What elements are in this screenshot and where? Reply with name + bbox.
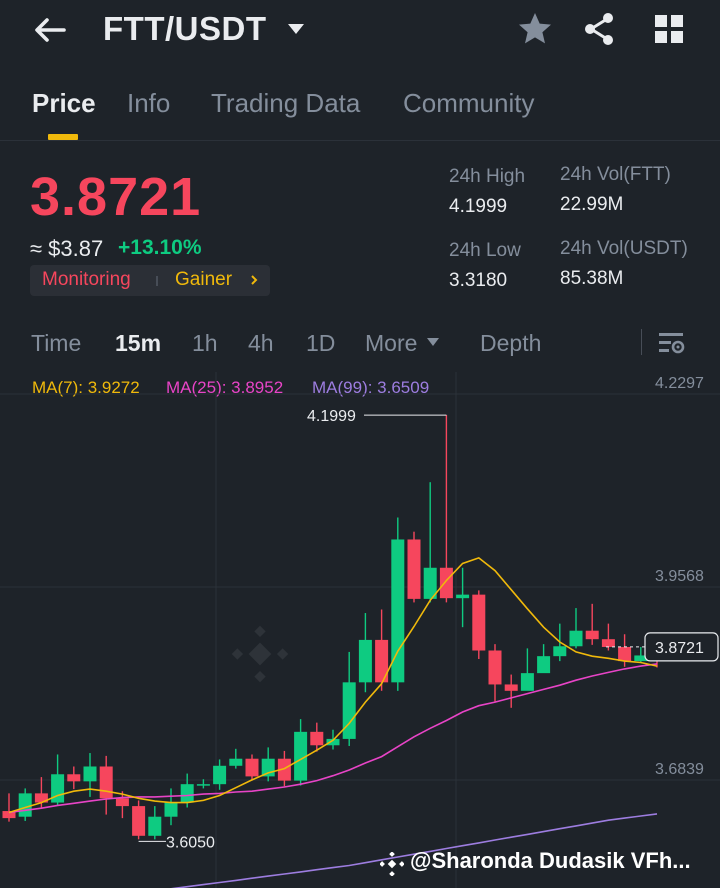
candle: [520, 648, 534, 691]
author-watermark: @Sharonda Dudasik VFh...: [410, 848, 691, 873]
price-change-percent: +13.10%: [118, 236, 202, 259]
candle: [310, 722, 324, 752]
trading-pair-title[interactable]: FTT/USDT: [103, 10, 267, 47]
timeframe-more[interactable]: More: [365, 330, 418, 356]
candle: [634, 646, 648, 663]
candle: [488, 644, 502, 702]
candle: [18, 788, 32, 821]
candle: [148, 806, 162, 840]
header-divider: [0, 140, 720, 141]
tab-price[interactable]: Price: [32, 88, 96, 118]
candle: [358, 613, 372, 693]
y-tick-label: 3.6839: [655, 761, 704, 778]
y-tick-label: 3.9568: [655, 568, 704, 585]
candle: [423, 482, 437, 603]
candle: [456, 567, 470, 628]
active-tab-indicator: [48, 134, 78, 140]
tag-separator: [156, 276, 158, 286]
candle: [391, 517, 405, 691]
vol-base-value: 22.99M: [560, 194, 624, 215]
tag-badge[interactable]: Monitoring Gainer: [30, 265, 270, 296]
timeframe-1d[interactable]: 1D: [306, 330, 336, 356]
low-label: 24h Low: [449, 240, 521, 261]
fiat-price: ≈ $3.87: [30, 236, 104, 261]
last-price-box: [644, 632, 719, 662]
candle: [294, 719, 308, 786]
star-icon[interactable]: [517, 11, 553, 47]
high-marker-label: 4.1999: [307, 408, 356, 425]
price-markers: 4.1999 3.6050 3.8721: [138, 408, 719, 851]
candle: [342, 651, 356, 746]
timeframe-1h[interactable]: 1h: [192, 330, 218, 356]
candle: [585, 603, 599, 645]
chevron-right-icon: [251, 275, 258, 285]
low-value: 3.3180: [449, 270, 508, 291]
low-marker-label: 3.6050: [166, 834, 215, 851]
timeframe-time[interactable]: Time: [31, 330, 82, 356]
timeframe-15m[interactable]: 15m: [115, 330, 162, 356]
ma99-line: [170, 813, 658, 888]
candle: [229, 748, 243, 769]
candle: [375, 609, 389, 691]
ma25-legend: MA(25): 3.8952: [166, 378, 284, 397]
candlestick-chart[interactable]: 4.2297 3.9568 3.6839 4.1999 3.6050 3.8721: [0, 372, 720, 888]
share-icon[interactable]: [581, 11, 617, 47]
candle: [164, 788, 178, 826]
candle: [51, 754, 65, 806]
vol-quote-label: 24h Vol(USDT): [560, 238, 688, 259]
ma7-path: [8, 557, 658, 814]
candle: [569, 608, 583, 649]
high-label: 24h High: [449, 166, 526, 187]
candle: [115, 791, 129, 819]
candle: [407, 531, 421, 603]
candle: [67, 766, 81, 790]
binance-watermark: [231, 625, 289, 683]
candle: [439, 415, 453, 603]
ma25-path: [8, 663, 658, 814]
vol-quote-value: 85.38M: [560, 268, 624, 289]
more-caret-icon[interactable]: [426, 337, 440, 347]
chart-grid: [0, 372, 720, 888]
gainer-tag: Gainer: [175, 269, 233, 290]
toolbar-separator: [641, 329, 642, 355]
ma25-line: [8, 663, 658, 814]
candle: [537, 644, 551, 674]
monitoring-tag: Monitoring: [42, 269, 131, 290]
last-price: 3.8721: [30, 167, 202, 227]
candle: [99, 755, 113, 815]
depth-tab[interactable]: Depth: [480, 330, 542, 356]
ma99-legend: MA(99): 3.6509: [312, 378, 430, 397]
timeframe-4h[interactable]: 4h: [248, 330, 274, 356]
ma7-legend: MA(7): 3.9272: [32, 378, 140, 397]
candles: [2, 415, 664, 840]
last-price-label: 3.8721: [655, 640, 704, 657]
ma99-path: [170, 813, 658, 888]
candle: [601, 623, 615, 651]
candle: [472, 590, 486, 659]
tab-community[interactable]: Community: [403, 88, 535, 118]
chevron-down-icon[interactable]: [287, 20, 305, 38]
tab-info[interactable]: Info: [127, 88, 171, 118]
app-header: FTT/USDT: [0, 0, 720, 62]
candle: [261, 747, 275, 782]
grid-icon[interactable]: [651, 11, 687, 47]
y-tick-label: 4.2297: [655, 375, 704, 392]
candle: [245, 754, 259, 781]
binance-square-icon: [380, 852, 404, 876]
candle: [2, 793, 16, 822]
ma7-line: [8, 557, 658, 814]
chart-settings-icon[interactable]: [656, 328, 686, 358]
high-value: 4.1999: [449, 196, 508, 217]
main-tabs: Price Info Trading Data Community: [0, 86, 720, 142]
vol-base-label: 24h Vol(FTT): [560, 164, 671, 185]
candle: [196, 779, 210, 789]
candle: [132, 800, 146, 840]
price-axis: 4.2297 3.9568 3.6839: [655, 375, 704, 778]
candle: [504, 674, 518, 708]
back-arrow-icon[interactable]: [30, 10, 70, 50]
candle: [213, 759, 227, 790]
tab-trading-data[interactable]: Trading Data: [211, 88, 361, 118]
